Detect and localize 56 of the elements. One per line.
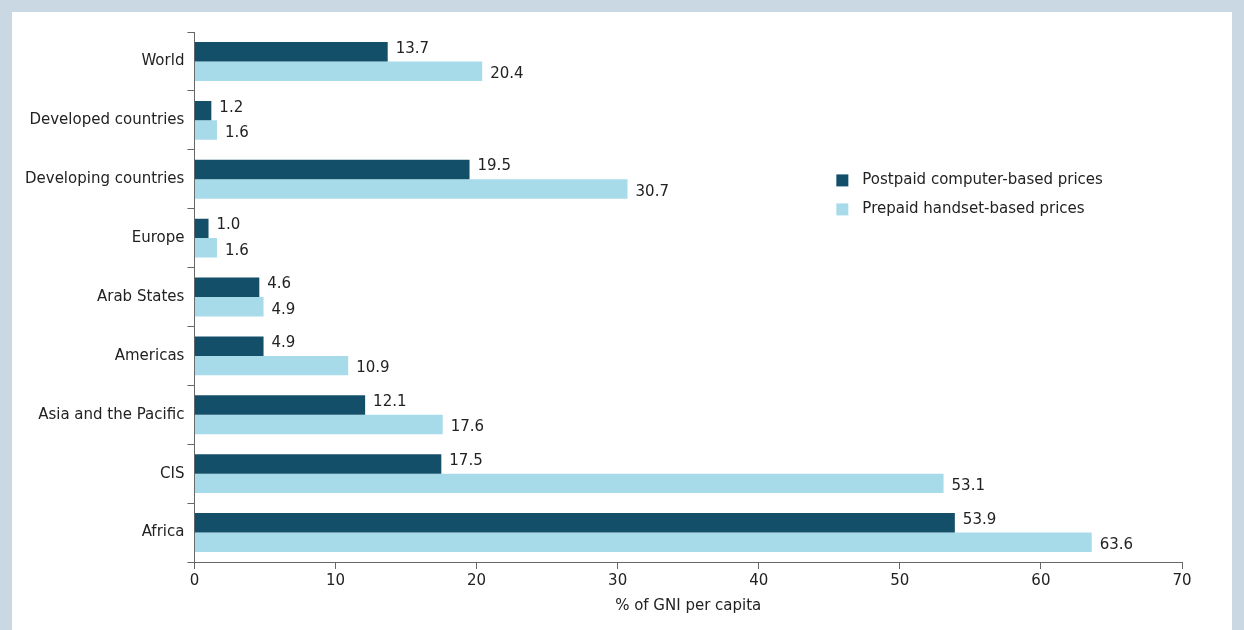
- bar: [194, 297, 264, 317]
- bar: [194, 218, 209, 239]
- x-tick-label: 0: [189, 570, 200, 589]
- bar: [194, 100, 212, 121]
- x-tick-label: 70: [1172, 570, 1192, 589]
- x-axis-title: % of GNI per capita: [615, 595, 762, 614]
- x-tick-label: 40: [749, 570, 769, 589]
- text: 1.6: [224, 122, 249, 141]
- text: 1.6: [224, 240, 249, 259]
- text: 53.9: [962, 509, 997, 528]
- y-tick-label: Africa: [141, 522, 185, 541]
- text: 17.5: [449, 450, 483, 469]
- x-tick-label: 60: [1031, 570, 1051, 589]
- text: 13.7: [395, 38, 430, 57]
- x-tick-label: 30: [608, 570, 628, 589]
- text: 4.9: [271, 299, 296, 318]
- bar: [194, 238, 217, 258]
- y-tick-label: CIS: [159, 463, 185, 482]
- bar: [194, 159, 470, 180]
- bar: [194, 473, 944, 494]
- text: 17.6: [450, 417, 485, 436]
- bar: [194, 179, 628, 199]
- x-tick-label: 10: [325, 570, 346, 589]
- text: 53.1: [951, 476, 985, 495]
- legend-label: Postpaid computer-based prices: [862, 170, 1104, 189]
- bar: [194, 120, 217, 140]
- y-tick-label: Arab States: [96, 286, 185, 305]
- text: 19.5: [477, 156, 511, 175]
- y-tick-label: Developing countries: [24, 169, 185, 188]
- bar: [194, 61, 483, 81]
- text: 10.9: [356, 358, 390, 377]
- legend-label: Prepaid handset-based prices: [862, 199, 1085, 218]
- text: 1.0: [216, 215, 241, 234]
- text: 20.4: [490, 64, 524, 83]
- bar: [194, 454, 442, 474]
- bar: [194, 414, 443, 435]
- y-tick-label: World: [141, 51, 185, 70]
- y-tick-label: Americas: [114, 345, 185, 364]
- x-tick-label: 50: [890, 570, 910, 589]
- bar: [194, 532, 1092, 552]
- bar: [194, 336, 264, 356]
- text: 63.6: [1099, 535, 1134, 554]
- text: 30.7: [635, 181, 669, 200]
- bar: [194, 42, 388, 62]
- y-tick-label: Asia and the Pacific: [38, 404, 185, 423]
- text: 4.6: [267, 274, 292, 293]
- x-tick-label: 20: [467, 570, 487, 589]
- bar: [194, 513, 955, 533]
- bar: [194, 355, 349, 376]
- bar: [194, 277, 260, 297]
- text: 12.1: [373, 391, 407, 410]
- y-tick-label: Developed countries: [29, 110, 185, 129]
- bar: [194, 395, 366, 415]
- y-tick-label: Europe: [131, 228, 185, 246]
- text: 1.2: [219, 97, 244, 116]
- text: 4.9: [271, 333, 296, 352]
